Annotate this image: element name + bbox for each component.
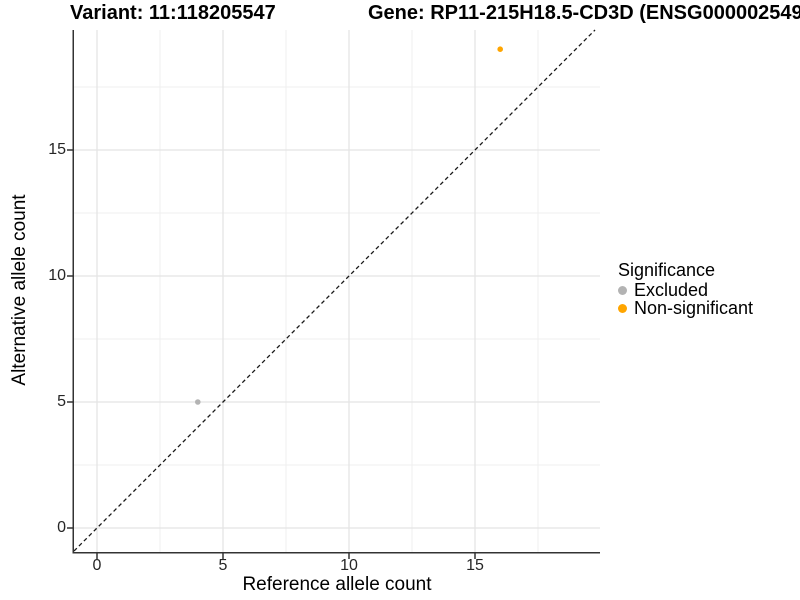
identity-line bbox=[73, 29, 596, 552]
y-tick-label-0: 0 bbox=[57, 519, 66, 536]
x-tick-label-5: 5 bbox=[218, 557, 228, 574]
x-axis-title: Reference allele count bbox=[242, 574, 432, 595]
legend-item-non-significant: Non-significant bbox=[618, 299, 753, 317]
y-tick-label-10: 10 bbox=[48, 267, 66, 284]
plot-title-variant: Variant: 11:118205547 bbox=[70, 2, 276, 24]
data-point-non-significant bbox=[497, 46, 504, 52]
x-tick-label-10: 10 bbox=[340, 557, 358, 574]
y-tick-label-5: 5 bbox=[57, 393, 66, 410]
legend-dot-non-significant-icon bbox=[618, 303, 627, 313]
legend: Significance Excluded Non-significant bbox=[618, 260, 753, 317]
legend-item-excluded: Excluded bbox=[618, 281, 753, 299]
y-tick-label-15: 15 bbox=[48, 141, 66, 158]
legend-dot-excluded-icon bbox=[618, 285, 627, 295]
legend-label-excluded: Excluded bbox=[634, 280, 709, 300]
data-point-excluded bbox=[195, 399, 201, 405]
x-tick-label-0: 0 bbox=[92, 557, 102, 574]
legend-title: Significance bbox=[618, 260, 716, 280]
x-tick-label-15: 15 bbox=[466, 557, 484, 574]
y-axis-title: Alternative allele count bbox=[9, 194, 30, 386]
plot-title-gene: Gene: RP11-215H18.5-CD3D (ENSG000002549 bbox=[368, 2, 800, 24]
legend-label-non-significant: Non-significant bbox=[634, 298, 754, 318]
